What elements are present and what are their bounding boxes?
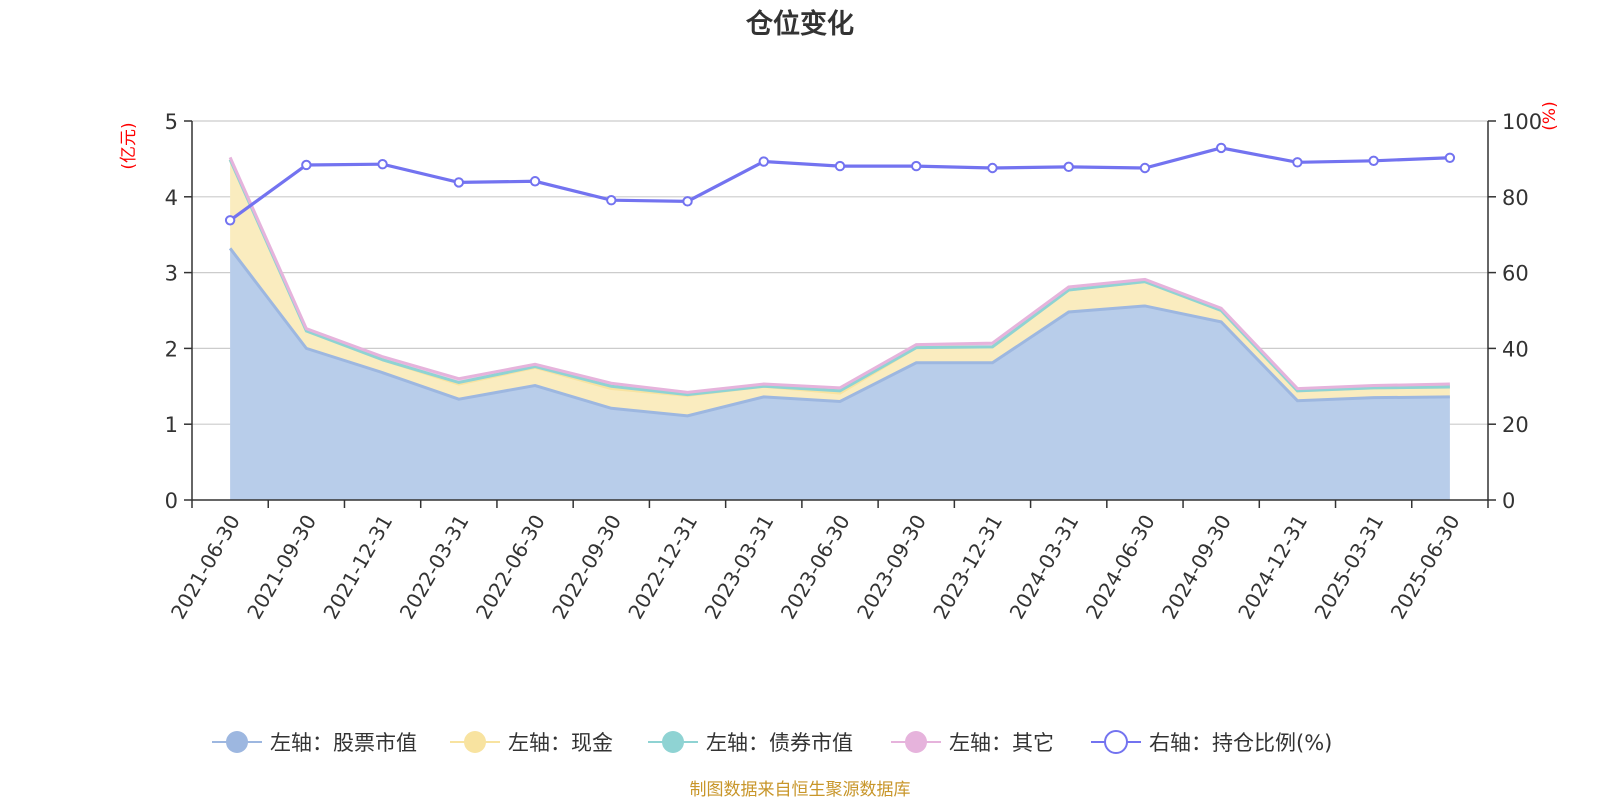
area-fill xyxy=(230,248,1450,500)
ratio-point xyxy=(758,156,769,167)
x-tick-label: 2022-06-30 xyxy=(471,511,550,624)
x-tick-label: 2021-06-30 xyxy=(166,511,245,624)
right-tick-label: 20 xyxy=(1502,413,1529,437)
area-series-line xyxy=(228,159,1450,397)
ratio-point xyxy=(682,196,693,207)
right-tick-label: 60 xyxy=(1502,262,1529,286)
legend: 左轴：股票市值 左轴：现金 左轴：债券市值 左轴：其它 右轴：持仓比例(%) xyxy=(212,730,1332,755)
ratio-line xyxy=(229,146,1450,222)
ratio-point xyxy=(987,162,998,174)
legend-marker-icon xyxy=(905,731,927,753)
x-tick-label: 2025-06-30 xyxy=(1386,511,1465,624)
legend-item: 左轴：债券市值 xyxy=(648,731,853,755)
x-tick-label: 2023-06-30 xyxy=(776,511,855,624)
x-tick-label: 2021-12-31 xyxy=(318,511,397,624)
chart-title: 仓位变化 xyxy=(745,8,854,40)
x-tick-label: 2025-03-31 xyxy=(1309,511,1388,624)
legend-label: 左轴：股票市值 xyxy=(270,731,417,755)
x-tick-label: 2023-03-31 xyxy=(700,511,779,624)
ratio-point xyxy=(911,160,922,172)
legend-item: 左轴：股票市值 xyxy=(212,731,417,755)
legend-label: 左轴：其它 xyxy=(949,731,1054,755)
right-tick-label: 80 xyxy=(1502,186,1529,210)
right-tick-label: 40 xyxy=(1502,337,1529,361)
area-series-layer xyxy=(228,156,1450,500)
ratio-point xyxy=(1063,161,1074,173)
left-tick-label: 3 xyxy=(165,262,178,286)
x-tick-label: 2023-12-31 xyxy=(928,511,1007,624)
ratio-point xyxy=(1292,157,1303,168)
x-tick-label: 2024-09-30 xyxy=(1157,511,1236,624)
ratio-point xyxy=(834,160,846,172)
ratio-point xyxy=(224,215,236,226)
right-tick-label: 0 xyxy=(1502,489,1515,513)
x-tick-label: 2021-09-30 xyxy=(242,511,321,624)
left-tick-label: 0 xyxy=(165,489,178,513)
x-tick-label: 2022-03-31 xyxy=(395,510,474,623)
ratio-point xyxy=(1215,142,1227,154)
ratio-point xyxy=(1444,152,1456,163)
legend-item: 左轴：其它 xyxy=(891,731,1054,755)
left-axis-unit: (亿元) xyxy=(119,122,139,169)
legend-marker-icon xyxy=(662,731,684,753)
line-series-layer xyxy=(224,142,1456,226)
left-tick-label: 4 xyxy=(165,186,178,210)
left-tick-label: 1 xyxy=(165,413,178,437)
ratio-point xyxy=(377,159,388,170)
legend-marker-icon xyxy=(1104,730,1128,754)
x-tick-label: 2022-12-31 xyxy=(623,511,702,624)
ratio-point xyxy=(606,195,617,206)
x-tick-label: 2023-09-30 xyxy=(852,511,931,624)
legend-label: 右轴：持仓比例(%) xyxy=(1149,731,1332,755)
area-series-line xyxy=(228,156,1450,394)
ratio-point xyxy=(453,177,465,188)
left-tick-label: 2 xyxy=(165,337,178,361)
right-tick-label: 100 xyxy=(1502,110,1542,134)
legend-item: 右轴：持仓比例(%) xyxy=(1091,730,1332,755)
ratio-point xyxy=(529,176,541,187)
legend-item: 左轴：现金 xyxy=(450,731,613,755)
area-series-line xyxy=(228,247,1450,418)
x-tick-label: 2024-06-30 xyxy=(1081,511,1160,624)
x-tick-label: 2024-12-31 xyxy=(1233,511,1312,624)
legend-label: 左轴：债券市值 xyxy=(706,731,853,755)
data-source-note: 制图数据来自恒生聚源数据库 xyxy=(690,780,911,800)
right-axis-unit: (%) xyxy=(1540,101,1560,130)
legend-label: 左轴：现金 xyxy=(508,731,613,755)
ratio-point xyxy=(301,159,312,171)
ratio-point xyxy=(1368,155,1379,166)
legend-marker-icon xyxy=(226,731,248,753)
x-tick-label: 2022-09-30 xyxy=(547,511,626,624)
legend-marker-icon xyxy=(464,731,486,753)
ratio-point xyxy=(1139,162,1151,174)
left-tick-label: 5 xyxy=(165,110,178,134)
x-tick-label: 2024-03-31 xyxy=(1005,511,1084,624)
